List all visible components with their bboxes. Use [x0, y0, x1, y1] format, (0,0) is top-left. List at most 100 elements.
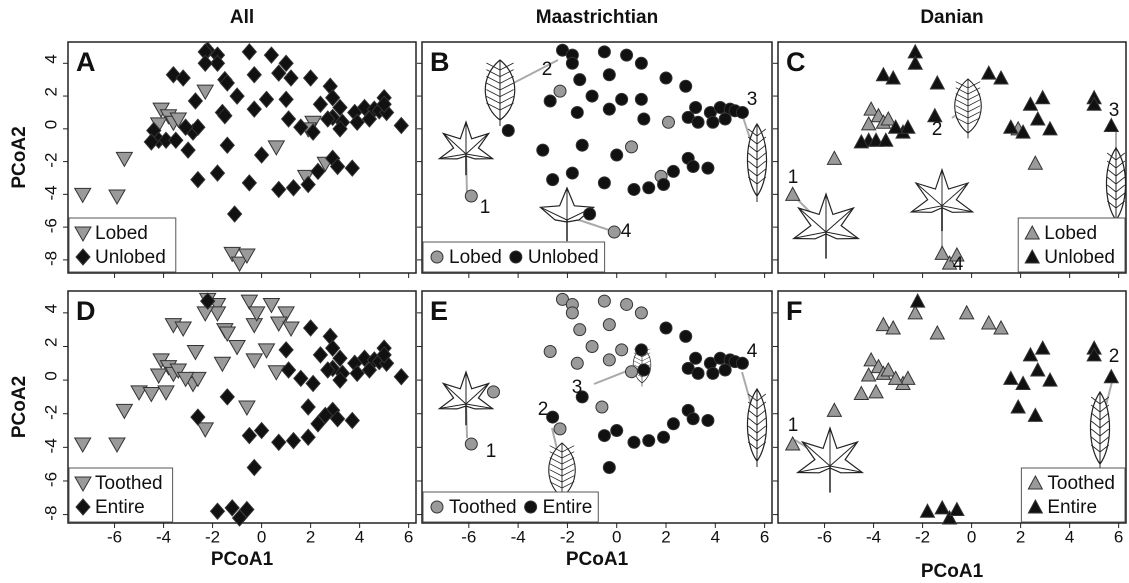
- point: [240, 294, 259, 311]
- x-tick-label: -2: [560, 527, 575, 546]
- point: [361, 361, 378, 379]
- leaf-drawing: [795, 426, 865, 493]
- point: [875, 316, 892, 332]
- point: [209, 54, 226, 73]
- leaf-vein: [499, 89, 514, 98]
- leaf-vein: [825, 231, 857, 239]
- point: [143, 133, 159, 151]
- point: [701, 413, 715, 427]
- point: [263, 46, 280, 64]
- point: [706, 366, 720, 380]
- x-tick-label: -4: [156, 527, 171, 546]
- leaf-vein: [941, 183, 968, 207]
- point: [209, 164, 226, 182]
- leaf-vein: [465, 153, 492, 159]
- point: [312, 95, 329, 114]
- leaf-vein: [912, 205, 943, 212]
- point: [570, 356, 584, 370]
- point: [826, 150, 843, 165]
- leaf-vein: [756, 401, 767, 410]
- leaf-vein: [1099, 396, 1110, 405]
- point: [280, 361, 297, 379]
- leaf-vein: [803, 442, 831, 467]
- x-tick-label: 4: [1065, 527, 1074, 546]
- legend-label: Toothed: [95, 473, 163, 494]
- point: [280, 110, 297, 128]
- point: [949, 501, 965, 517]
- point: [241, 174, 258, 192]
- leaf-vein: [756, 425, 767, 434]
- point: [332, 371, 348, 389]
- point: [909, 293, 926, 308]
- leaf-vein: [747, 441, 758, 450]
- point: [701, 161, 715, 175]
- point: [657, 178, 671, 192]
- leaf-vein: [747, 409, 758, 418]
- legend-box: [422, 491, 599, 523]
- leaf-vein: [1099, 444, 1110, 453]
- leaf-vein: [747, 128, 758, 137]
- point: [267, 365, 286, 381]
- legend-label: Lobed: [449, 247, 502, 268]
- leaf-vein: [1106, 160, 1117, 169]
- leaf-vein: [747, 152, 758, 161]
- point: [325, 88, 341, 107]
- x-tick-label: 0: [612, 527, 621, 546]
- leaf-vein: [486, 95, 501, 104]
- point: [317, 406, 333, 425]
- point: [686, 160, 700, 174]
- legend-label: Entire: [1047, 497, 1097, 518]
- leaf-vein: [955, 99, 969, 107]
- point: [464, 189, 478, 203]
- point: [927, 107, 943, 123]
- point: [253, 146, 270, 164]
- leaf-vein: [440, 403, 467, 409]
- point: [217, 106, 233, 125]
- point: [247, 306, 266, 322]
- leaf-vein: [756, 128, 767, 137]
- point: [597, 45, 611, 59]
- point: [322, 327, 338, 346]
- point: [887, 370, 904, 385]
- leaf-vein: [1115, 160, 1126, 169]
- point: [583, 207, 597, 221]
- point: [241, 43, 258, 61]
- leaf-vein: [756, 160, 767, 169]
- leaf-vein: [795, 231, 827, 239]
- point: [169, 363, 188, 380]
- point: [190, 408, 206, 426]
- point: [239, 500, 255, 519]
- legend-marker: [1027, 498, 1044, 514]
- legend-label: Toothed: [449, 497, 517, 518]
- point: [553, 422, 567, 436]
- leaf-vein: [486, 89, 501, 98]
- point: [993, 319, 1009, 335]
- point: [108, 189, 126, 206]
- leaf-vein: [465, 403, 492, 409]
- point: [1029, 361, 1046, 377]
- leaf-vein: [756, 176, 767, 185]
- point: [620, 48, 634, 62]
- point: [157, 385, 175, 401]
- point: [230, 256, 249, 273]
- point: [1034, 340, 1051, 355]
- annotation: 4: [621, 221, 632, 242]
- leaf-vein: [747, 168, 758, 177]
- point: [689, 101, 703, 115]
- point: [305, 374, 321, 393]
- legend-marker: [74, 476, 92, 493]
- point: [253, 421, 270, 440]
- point: [615, 343, 629, 357]
- point: [610, 148, 624, 162]
- y-tick-label: -8: [41, 251, 60, 266]
- point: [620, 297, 634, 311]
- leaf-vein: [747, 425, 758, 434]
- point: [208, 306, 227, 322]
- point: [860, 367, 877, 382]
- leaf-vein: [967, 105, 981, 113]
- point: [980, 314, 997, 330]
- point: [393, 116, 409, 135]
- x-tick-label: -6: [107, 527, 122, 546]
- leaf-vein: [1115, 152, 1126, 161]
- x-axis-label: PCoA1: [566, 549, 629, 570]
